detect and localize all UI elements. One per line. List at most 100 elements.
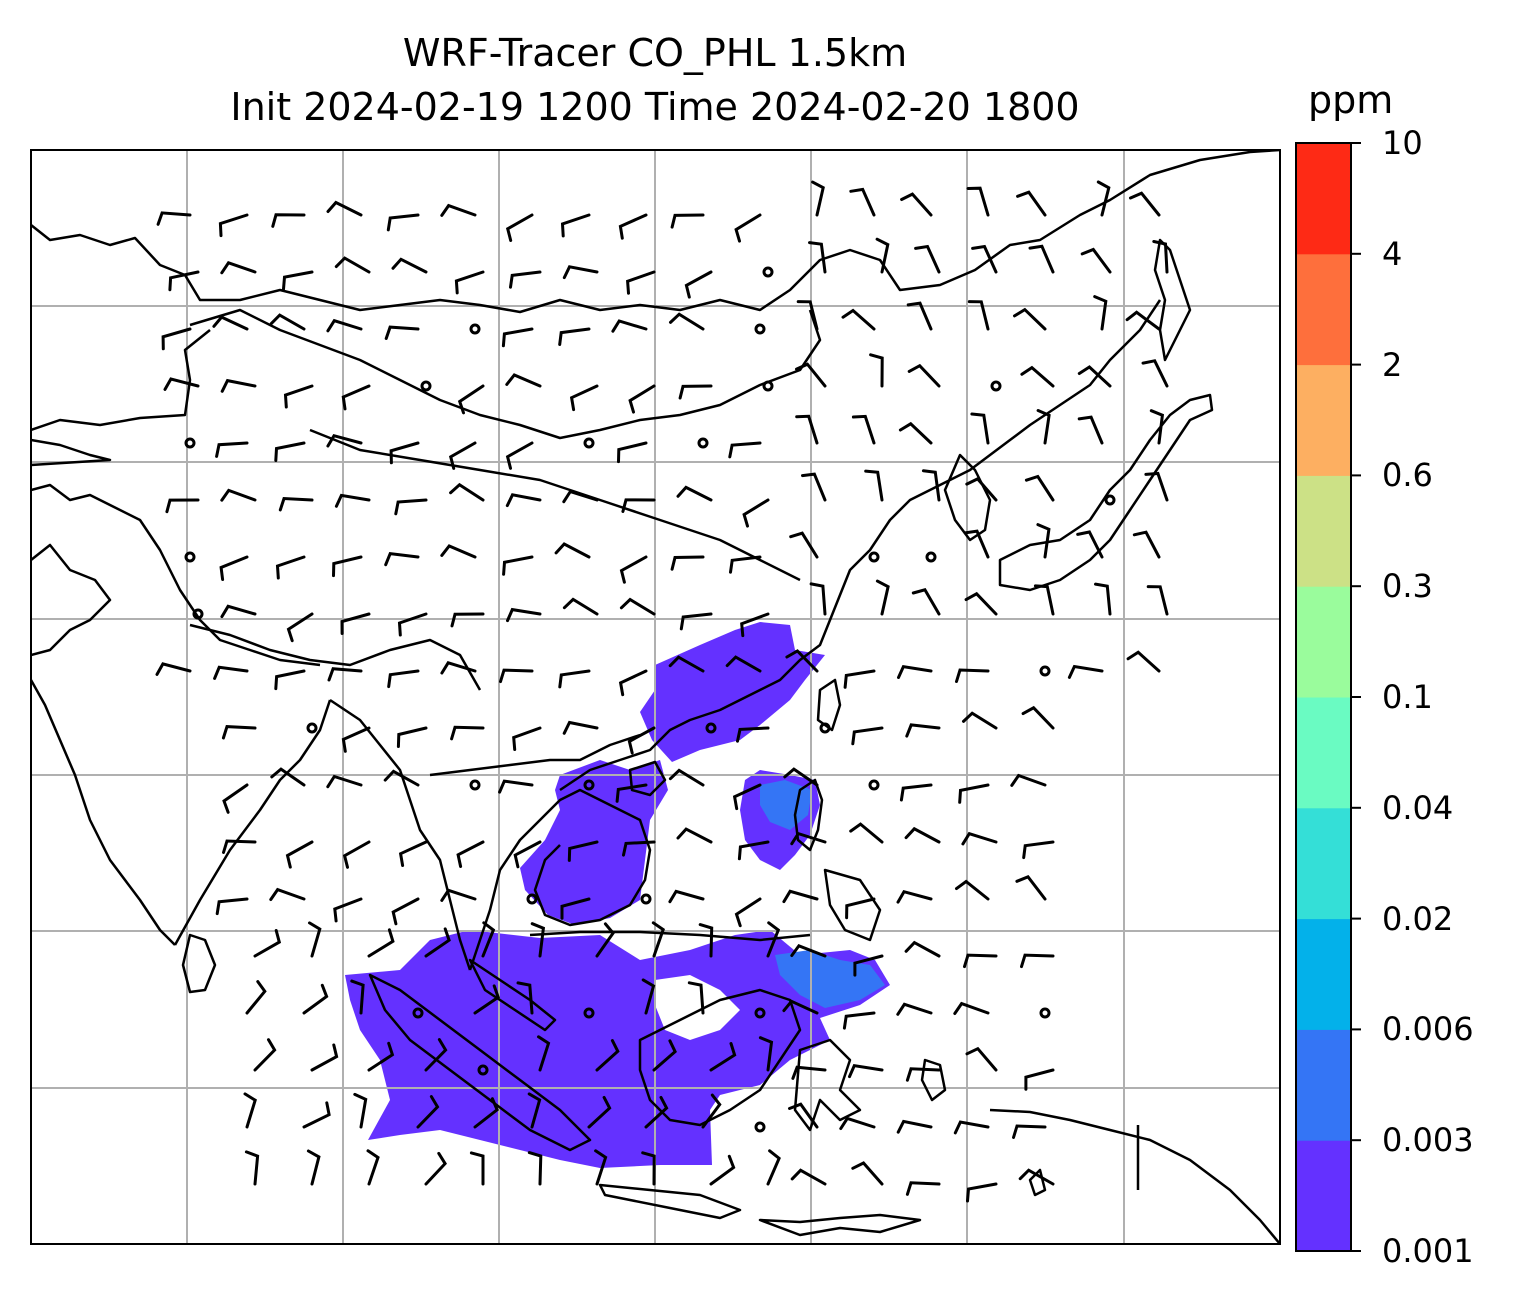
wind-barb — [473, 1097, 499, 1129]
coast-thailand — [468, 788, 652, 971]
wind-barb — [326, 200, 363, 217]
wind-barb — [1028, 244, 1055, 274]
wind-barb — [350, 979, 365, 1015]
wind-barb — [958, 783, 990, 804]
wind-barb — [499, 668, 534, 684]
philippines-south — [823, 868, 882, 942]
colorbar-segment — [1296, 475, 1351, 587]
wind-barb — [220, 378, 257, 393]
wind-barb — [560, 213, 591, 238]
calm-wind-circle — [1039, 665, 1051, 677]
colorbar-tick-label: 0.02 — [1382, 899, 1454, 938]
wind-barb — [163, 377, 200, 391]
wind-barb — [896, 889, 933, 904]
wind-barb — [1015, 874, 1047, 901]
sumatra — [368, 973, 592, 1152]
wind-barb — [283, 384, 314, 409]
wind-barb — [851, 414, 876, 445]
calm-wind-circle — [1039, 1007, 1051, 1019]
wind-barb — [1016, 190, 1047, 217]
wind-barb — [698, 923, 714, 958]
wind-barb — [449, 482, 485, 502]
wind-barb — [285, 840, 314, 869]
wind-barb — [898, 421, 933, 445]
calm-wind-circle — [762, 380, 774, 392]
wind-barb — [644, 1095, 669, 1129]
wind-barb — [310, 1043, 339, 1072]
wind-barb — [736, 726, 770, 743]
wind-barb — [842, 1011, 876, 1030]
wind-barb — [1013, 307, 1047, 331]
wind-barb — [906, 301, 933, 331]
wind-barb — [512, 726, 542, 751]
wind-barb — [1024, 474, 1055, 502]
wind-barb — [628, 384, 656, 414]
colorbar-tick-label: 0.04 — [1382, 788, 1454, 827]
new-guinea — [989, 1108, 1280, 1244]
wind-barb — [796, 300, 819, 331]
wind-barb — [562, 720, 599, 735]
wind-barb — [790, 943, 827, 958]
colorbar-tick-label: 0.3 — [1382, 567, 1433, 606]
wind-barb — [896, 1002, 933, 1016]
wind-barb — [244, 1150, 260, 1186]
wind-barb — [905, 723, 941, 738]
wind-barb — [155, 662, 192, 676]
wind-barb — [1146, 585, 1169, 616]
calm-wind-circle — [469, 779, 481, 791]
wind-barb — [1012, 1124, 1047, 1139]
wind-barb — [676, 485, 713, 502]
wind-barb — [1126, 650, 1161, 673]
calm-wind-circle — [868, 779, 880, 791]
wind-barb — [1093, 295, 1108, 331]
calm-wind-circle — [583, 1007, 595, 1019]
wind-barb — [220, 488, 257, 502]
wind-barb — [668, 889, 705, 904]
calm-wind-circle — [583, 437, 595, 449]
wind-barb — [1010, 773, 1047, 787]
java — [598, 1183, 742, 1220]
wind-barb — [220, 604, 257, 619]
wind-barb — [367, 1041, 395, 1072]
wind-barb — [615, 783, 648, 803]
wind-barb — [1018, 1168, 1055, 1186]
wind-barb — [473, 984, 500, 1015]
wind-barb — [900, 192, 933, 217]
wind-barb — [282, 270, 314, 291]
wind-barb — [1096, 180, 1111, 217]
calm-wind-circle — [754, 1007, 766, 1019]
wind-barb — [921, 469, 941, 502]
inland-borders-china — [309, 428, 801, 582]
wind-barb — [864, 469, 884, 502]
wind-barb — [617, 441, 648, 464]
wind-barb — [783, 767, 819, 787]
calm-wind-circle — [1104, 494, 1116, 506]
wind-barb — [448, 441, 477, 470]
wind-barb — [1036, 409, 1051, 445]
wind-barb — [618, 669, 648, 697]
calm-wind-circle — [412, 1007, 424, 1019]
colorbar-tick-label: 0.1 — [1382, 678, 1433, 716]
taiwan — [816, 678, 842, 732]
wind-barb — [791, 1065, 827, 1080]
wind-barb — [286, 612, 314, 643]
wind-barb — [505, 493, 542, 508]
wind-barb — [391, 897, 420, 926]
wind-barb — [389, 441, 420, 465]
wind-barb — [911, 588, 941, 616]
wind-barb — [334, 493, 371, 508]
wind-barb — [326, 774, 363, 789]
wind-barb — [554, 542, 591, 559]
wind-barb — [897, 664, 933, 679]
wind-barb — [502, 555, 534, 576]
coast-india-east — [173, 699, 332, 946]
wind-barb — [222, 839, 257, 854]
wind-barb — [963, 529, 990, 559]
calm-wind-circle — [184, 437, 196, 449]
wind-barb — [641, 978, 656, 1015]
wind-barb — [904, 940, 941, 958]
calm-wind-circle — [583, 779, 595, 791]
wind-barb — [498, 779, 534, 794]
wind-barb — [676, 827, 713, 844]
wind-barb — [790, 1168, 827, 1186]
